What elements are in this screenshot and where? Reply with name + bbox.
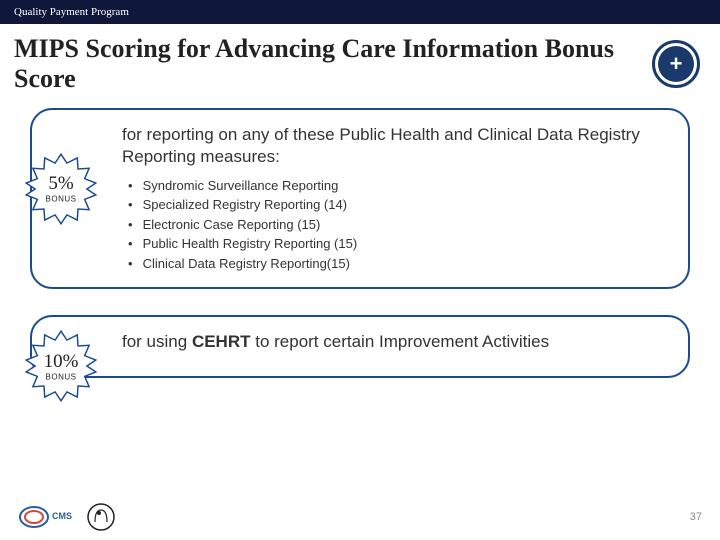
burst-percent: 5% xyxy=(48,173,73,195)
card-lead: for reporting on any of these Public Hea… xyxy=(122,124,666,168)
card-lead: for using CEHRT to report certain Improv… xyxy=(122,331,666,353)
list-item: Clinical Data Registry Reporting(15) xyxy=(128,254,666,274)
burst-label: BONUS xyxy=(46,372,77,381)
svg-text:CMS: CMS xyxy=(52,511,72,521)
bonus-burst-10: 10% BONUS xyxy=(24,329,98,403)
plus-icon: + xyxy=(652,40,700,88)
burst-percent: 10% xyxy=(44,351,79,373)
lead-bold: CEHRT xyxy=(192,332,251,351)
footer: CMS 37 xyxy=(18,502,702,532)
page-title: MIPS Scoring for Advancing Care Informat… xyxy=(14,34,652,94)
list-item: Specialized Registry Reporting (14) xyxy=(128,195,666,215)
list-item: Public Health Registry Reporting (15) xyxy=(128,234,666,254)
title-row: MIPS Scoring for Advancing Care Informat… xyxy=(0,24,720,102)
bonus-card-10: 10% BONUS for using CEHRT to report cert… xyxy=(30,315,690,377)
header-bar: Quality Payment Program xyxy=(0,0,720,24)
list-item: Syndromic Surveillance Reporting xyxy=(128,176,666,196)
measures-list: Syndromic Surveillance Reporting Special… xyxy=(122,176,666,274)
lead-suffix: to report certain Improvement Activities xyxy=(251,332,550,351)
hhs-logo-icon xyxy=(86,502,116,532)
content-area: 5% BONUS for reporting on any of these P… xyxy=(0,102,720,378)
program-name: Quality Payment Program xyxy=(14,6,129,18)
page-number: 37 xyxy=(690,511,702,523)
list-item: Electronic Case Reporting (15) xyxy=(128,215,666,235)
burst-label: BONUS xyxy=(46,195,77,204)
footer-logos: CMS xyxy=(18,502,116,532)
bonus-card-5: 5% BONUS for reporting on any of these P… xyxy=(30,108,690,290)
lead-prefix: for using xyxy=(122,332,192,351)
cms-logo-icon: CMS xyxy=(18,503,74,531)
bonus-burst-5: 5% BONUS xyxy=(24,152,98,226)
